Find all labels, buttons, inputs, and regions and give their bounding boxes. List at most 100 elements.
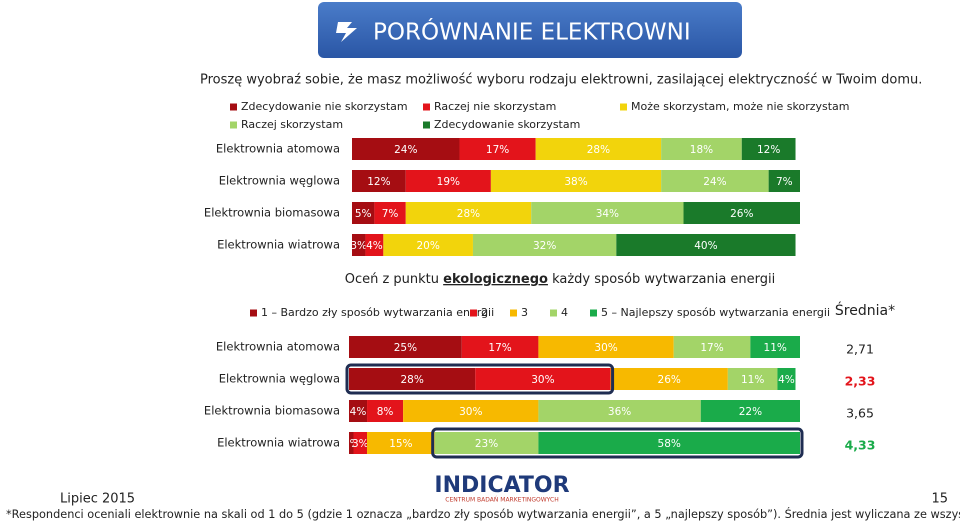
legend-swatch (550, 309, 557, 317)
value-label: 58% (658, 438, 681, 450)
value-label: 34% (596, 208, 619, 220)
category-label: Elektrownia węglowa (219, 372, 340, 386)
value-label: 40% (694, 240, 717, 252)
bar-segment (727, 368, 778, 390)
legend-swatch (250, 309, 257, 317)
bar-segment (661, 170, 769, 192)
value-label: 15% (389, 438, 412, 450)
bar-segment (538, 336, 674, 358)
value-label: 17% (488, 342, 511, 354)
bar-segment (352, 202, 375, 224)
value-label: 30% (531, 374, 554, 386)
logo-subtitle: CENTRUM BADAŃ MARKETINGOWYCH (445, 497, 558, 504)
bar-segment (365, 234, 384, 256)
category-label: Elektrownia biomasowa (204, 206, 340, 220)
value-label: 20% (416, 240, 439, 252)
category-label: Elektrownia węglowa (219, 174, 340, 188)
bar-segment (349, 368, 476, 390)
logo: INDICATOR (434, 473, 569, 498)
legend-swatch (470, 309, 477, 317)
header-icon (336, 22, 357, 42)
bar-segment (405, 170, 491, 192)
value-label: 36% (608, 406, 631, 418)
bar-segment (461, 336, 539, 358)
average-value: 2,33 (845, 374, 876, 389)
page-number: 15 (931, 492, 948, 507)
value-label: 28% (400, 374, 423, 386)
footnote: *Respondenci oceniali elektrownie na ska… (6, 508, 960, 521)
legend-label: Zdecydowanie skorzystam (434, 118, 580, 131)
bar-segment (768, 170, 800, 192)
bar-segment (661, 138, 742, 160)
bar-segment (367, 432, 435, 454)
legend-label: Raczej nie skorzystam (434, 100, 556, 113)
legend-swatch (620, 103, 627, 111)
title-part: ekologicznego (443, 272, 548, 287)
legend-swatch (423, 121, 430, 129)
legend-swatch (510, 309, 517, 317)
value-label: 19% (437, 176, 460, 188)
category-label: Elektrownia atomowa (216, 142, 340, 156)
value-label: 38% (564, 176, 587, 188)
bar-segment (352, 234, 366, 256)
slide-title: PORÓWNANIE ELEKTROWNI (373, 18, 691, 46)
value-label: 12% (757, 144, 780, 156)
bar-segment (367, 400, 404, 422)
value-label: 7% (382, 208, 399, 220)
bar-segment (683, 202, 800, 224)
value-label: 12% (367, 176, 390, 188)
legend-label: 2 (481, 306, 488, 319)
bar-segment (383, 234, 473, 256)
legend-swatch (230, 121, 237, 129)
value-label: 24% (703, 176, 726, 188)
legend-label: Zdecydowanie nie skorzystam (241, 100, 408, 113)
bar-segment (349, 432, 354, 454)
highlight-box (431, 427, 804, 459)
legend-swatch (590, 309, 597, 317)
legend-label: Może skorzystam, może nie skorzystam (631, 100, 850, 113)
value-label: 17% (486, 144, 509, 156)
value-label: 30% (594, 342, 617, 354)
value-label: 8% (377, 406, 394, 418)
bar-segment (434, 432, 539, 454)
value-label: 17% (700, 342, 723, 354)
average-value: 3,65 (846, 406, 874, 421)
legend-label: Raczej skorzystam (241, 118, 343, 131)
value-label: 26% (730, 208, 753, 220)
category-label: Elektrownia biomasowa (204, 404, 340, 418)
bar-segment (777, 368, 796, 390)
category-label: Elektrownia wiatrowa (217, 238, 340, 252)
value-label: 30% (459, 406, 482, 418)
bar-segment (405, 202, 532, 224)
chart-title: Oceń z punktu ekologicznego każdy sposób… (345, 272, 776, 287)
highlight-box (345, 363, 615, 395)
value-label: 32% (533, 240, 556, 252)
value-label: 5% (355, 208, 372, 220)
value-label: 3% (350, 240, 367, 252)
bar-segment (403, 400, 539, 422)
bar-segment (538, 400, 701, 422)
question: Proszę wyobraź sobie, że masz możliwość … (200, 73, 922, 88)
legend-label: 4 (561, 306, 568, 319)
bar-segment (472, 234, 617, 256)
value-label: 11% (764, 342, 787, 354)
bar-segment (741, 138, 796, 160)
bar-segment (673, 336, 751, 358)
legend-label: 5 – Najlepszy sposób wytwarzania energii (601, 306, 830, 319)
value-label: 28% (587, 144, 610, 156)
value-label: 28% (457, 208, 480, 220)
legend-swatch (230, 103, 237, 111)
value-label: 11% (741, 374, 764, 386)
value-label: 23% (475, 438, 498, 450)
average-value: 2,71 (846, 342, 874, 357)
value-label: 4% (350, 406, 367, 418)
bar-segment (374, 202, 406, 224)
bar-segment (750, 336, 800, 358)
bar-segment (616, 234, 796, 256)
value-label: 18% (690, 144, 713, 156)
value-label: 3% (352, 438, 369, 450)
value-label: 4% (778, 374, 795, 386)
bar-segment (700, 400, 800, 422)
value-label: 4% (366, 240, 383, 252)
